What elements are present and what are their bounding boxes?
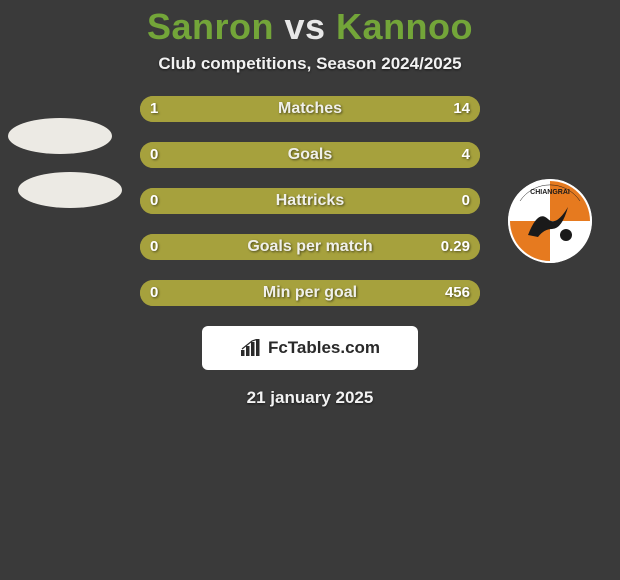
player-a-badge-2 xyxy=(18,172,122,208)
infographic-panel: Sanron vs Kannoo Club competitions, Seas… xyxy=(0,0,620,580)
bars-icon xyxy=(240,339,262,357)
club-logo-icon: CHIANGRAI xyxy=(508,179,592,263)
player-b-name: Kannoo xyxy=(336,6,473,47)
watermark-text: FcTables.com xyxy=(268,338,380,358)
player-b-club-badge: CHIANGRAI xyxy=(508,179,592,263)
subtitle: Club competitions, Season 2024/2025 xyxy=(0,54,620,74)
watermark: FcTables.com xyxy=(202,326,418,370)
stat-row: 0456Min per goal xyxy=(0,280,620,306)
stat-label: Goals per match xyxy=(140,234,480,260)
stat-label: Matches xyxy=(140,96,480,122)
page-title: Sanron vs Kannoo xyxy=(0,6,620,48)
vs-separator: vs xyxy=(284,6,325,47)
player-a-name: Sanron xyxy=(147,6,274,47)
stat-row: 114Matches xyxy=(0,96,620,122)
stat-label: Hattricks xyxy=(140,188,480,214)
date-text: 21 january 2025 xyxy=(0,388,620,408)
player-a-badge-1 xyxy=(8,118,112,154)
club-logo-text: CHIANGRAI xyxy=(530,189,570,196)
stat-label: Min per goal xyxy=(140,280,480,306)
stat-label: Goals xyxy=(140,142,480,168)
